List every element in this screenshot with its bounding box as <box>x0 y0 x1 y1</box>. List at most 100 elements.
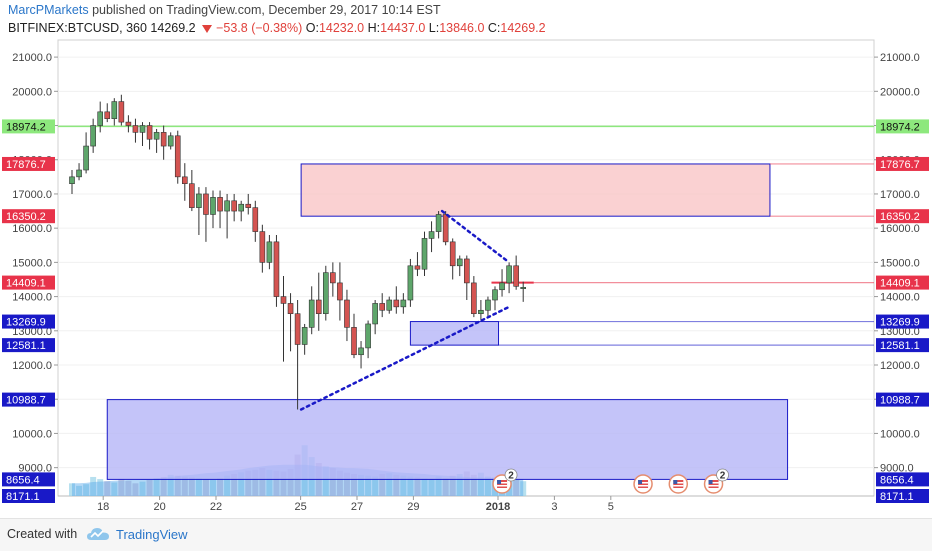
price-marker-left-label: 12581.1 <box>6 340 46 352</box>
candle-body <box>379 303 386 311</box>
candle-body <box>442 214 449 243</box>
open-label: O: <box>305 21 319 35</box>
event-badge-count: 2 <box>720 471 726 482</box>
candle-body <box>203 193 209 215</box>
price-marker-right <box>876 275 929 290</box>
low-value: 13846.0 <box>439 21 485 35</box>
price-marker-left <box>2 156 55 171</box>
volume-bar <box>174 475 181 496</box>
candle-body <box>372 303 378 325</box>
x-tick-label: 2018 <box>486 501 510 513</box>
y-tick-label-left: 10000.0 <box>12 428 52 440</box>
author-link[interactable]: MarcPMarkets <box>8 3 89 17</box>
volume-bar <box>111 482 118 496</box>
price-marker-right <box>876 392 929 407</box>
candle-body <box>252 207 259 232</box>
candle-body <box>196 193 202 208</box>
volume-bar <box>280 471 287 496</box>
price-marker-right <box>876 119 929 134</box>
candle-body <box>351 327 357 356</box>
volume-bar <box>449 475 456 496</box>
candle-body <box>463 258 470 284</box>
volume-bar <box>343 472 350 496</box>
candle-body <box>386 299 393 311</box>
price-marker-right-label: 18974.2 <box>880 121 920 133</box>
flag-white-stripe <box>708 485 719 487</box>
candle-body <box>301 327 308 345</box>
volume-bar <box>428 479 435 496</box>
price-marker-right <box>876 338 929 353</box>
flag-stripes <box>708 480 719 488</box>
ohlc-line: BITFINEX:BTCUSD, 360 14269.2 −53.8 (−0.3… <box>8 21 546 35</box>
candle-body <box>449 241 456 267</box>
candle-body <box>358 347 364 356</box>
candle-body <box>393 299 400 308</box>
tradingview-brand[interactable]: TradingView <box>86 525 196 545</box>
price-marker-left <box>2 275 55 290</box>
candle-body <box>520 287 527 289</box>
high-value: 14437.0 <box>380 21 426 35</box>
candle-body <box>245 203 252 208</box>
volume-bar <box>266 469 273 496</box>
y-tick-label-left: 21000.0 <box>12 52 52 64</box>
x-tick-label: 22 <box>210 501 222 513</box>
low-label: L: <box>428 21 440 35</box>
candle-body <box>365 323 371 349</box>
candle-body <box>280 296 287 304</box>
event-flag-icon <box>633 474 653 494</box>
price-marker-left <box>2 338 55 353</box>
volume-bar <box>386 473 393 496</box>
candle-body <box>146 125 153 140</box>
candle-body <box>344 299 350 328</box>
candle-body <box>76 169 82 178</box>
event-badge-count: 2 <box>508 471 514 482</box>
volume-bar <box>139 481 146 496</box>
candle-body <box>224 200 230 212</box>
event-badge <box>504 468 518 482</box>
candle-body <box>421 238 428 270</box>
candle-body <box>83 145 89 171</box>
x-tick-label: 3 <box>551 501 557 513</box>
price-marker-left-label: 18974.2 <box>6 121 46 133</box>
volume-bar <box>245 470 252 496</box>
candle-body <box>189 183 195 208</box>
candle-body <box>167 135 174 147</box>
flag-white-stripe <box>708 482 719 484</box>
price-marker-right <box>876 472 929 487</box>
volume-bar <box>329 468 336 496</box>
volume-bar <box>181 476 188 496</box>
volume-average-area <box>72 464 524 496</box>
volume-bar <box>259 468 266 496</box>
price-marker-right-label: 13269.9 <box>880 317 920 329</box>
candle-body <box>111 101 118 119</box>
y-tick-label-left: 13000.0 <box>12 326 52 338</box>
price-marker-left-label: 16350.2 <box>6 211 46 223</box>
x-tick-label: 5 <box>608 501 614 513</box>
volume-bar <box>132 483 139 496</box>
volume-bar <box>365 475 372 496</box>
volume-bar <box>146 479 153 496</box>
price-marker-right <box>876 489 929 503</box>
volume-bar <box>83 484 90 496</box>
flag-white-stripe <box>497 482 508 484</box>
flag-stripes <box>638 480 649 488</box>
price-marker-right-label: 8656.4 <box>880 474 914 486</box>
volume-bar <box>463 471 470 496</box>
candle-body <box>153 132 160 140</box>
x-tick-label: 20 <box>153 501 165 513</box>
flag-white-stripe <box>673 485 684 487</box>
candle-body <box>308 299 315 328</box>
flag-canton <box>497 480 502 484</box>
price-marker-left-label: 8171.1 <box>6 491 40 503</box>
volume-bar <box>513 479 520 496</box>
candle-body <box>428 231 435 239</box>
volume-bar <box>217 478 224 496</box>
volume-bar <box>195 478 202 496</box>
y-tick-label-left: 15000.0 <box>12 257 52 269</box>
candle-body <box>499 282 505 291</box>
volume-bar <box>442 478 449 496</box>
flag-white-stripe <box>673 482 684 484</box>
candle-body <box>294 313 301 345</box>
price-chart[interactable]: 9000.09000.010000.010000.011000.011000.0… <box>0 0 932 518</box>
volume-bar <box>414 477 421 496</box>
